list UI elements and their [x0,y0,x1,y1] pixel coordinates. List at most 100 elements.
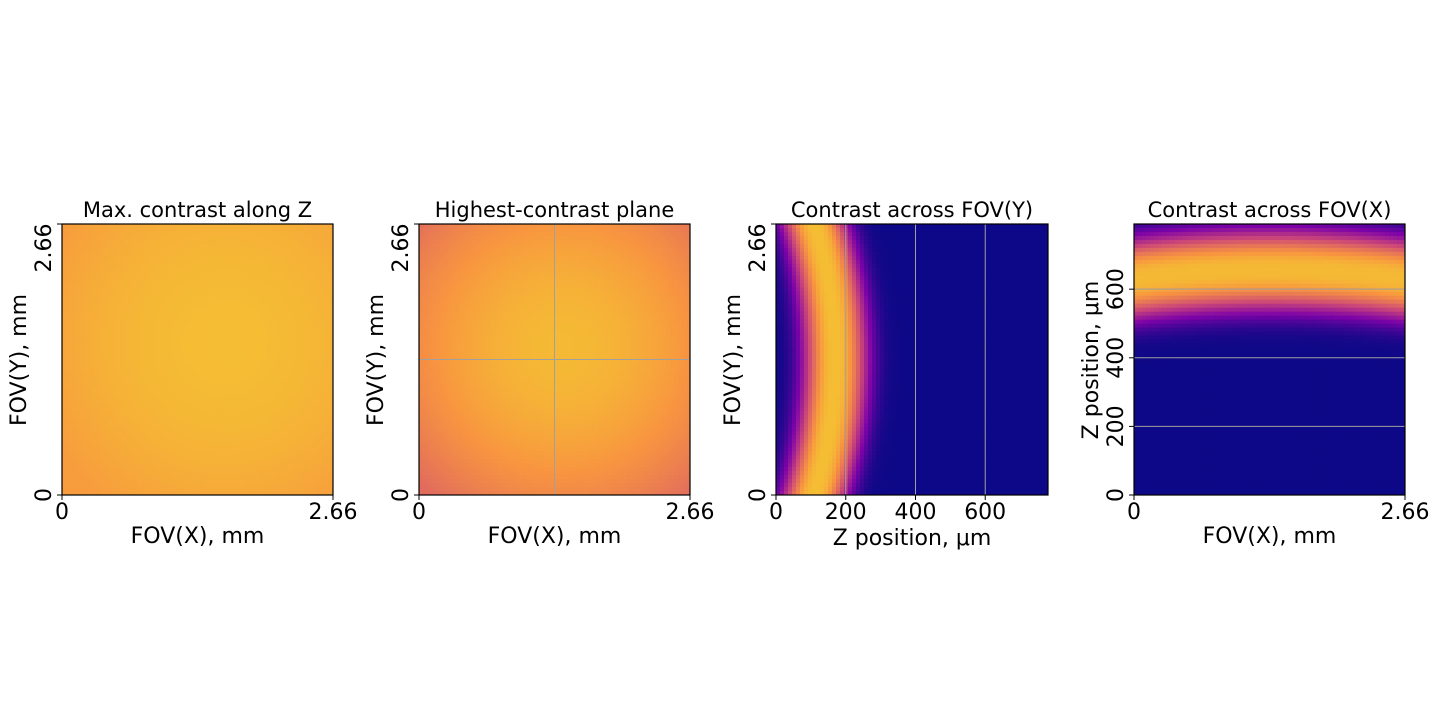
heatmap-cell [113,243,119,249]
heatmap-cell [285,335,290,341]
heatmap-cell [185,247,191,253]
heatmap-cell [486,239,492,245]
heatmap-cell [253,383,258,388]
heatmap-cell [65,403,71,408]
heatmap-cell [229,391,234,396]
heatmap-cell [281,427,286,432]
heatmap-cell [229,427,234,432]
heatmap-cell [329,251,333,257]
heatmap-cell [253,375,258,381]
heatmap-cell [245,351,250,357]
heatmap-cell [97,311,103,317]
heatmap-cell [213,315,219,321]
heatmap-cell [277,419,282,424]
heatmap-cell [62,383,67,388]
heatmap-cell [169,371,175,377]
heatmap-cell [261,447,266,452]
heatmap-cell [201,407,207,412]
heatmap-cell [133,267,139,273]
heatmap-cell [237,303,242,309]
heatmap-cell [225,339,230,345]
heatmap-cell [241,411,246,416]
heatmap-cell [245,263,250,269]
heatmap-cell [89,235,95,241]
heatmap-cell [205,399,211,404]
heatmap-cell [205,479,211,484]
heatmap-cell [181,427,187,432]
heatmap-cell [153,395,159,400]
heatmap-cell [113,471,119,476]
heatmap-cell [229,479,234,484]
heatmap-cell [217,303,223,309]
heatmap-cell [69,339,75,345]
heatmap-cell [478,243,484,249]
heatmap-cell [201,263,207,269]
heatmap-cell [654,224,659,229]
heatmap-cell [229,335,234,341]
heatmap-cell [245,387,250,392]
heatmap-cell [329,271,333,277]
heatmap-cell [277,243,282,249]
heatmap-cell [257,299,262,305]
heatmap-cell [137,247,143,253]
heatmap-cell [293,279,298,285]
heatmap-cell [105,487,111,492]
heatmap-cell [237,283,242,289]
heatmap-cell [133,271,139,277]
heatmap-cell [209,359,215,365]
heatmap-cell [257,355,262,361]
heatmap-cell [197,391,203,396]
heatmap-cell [498,231,504,237]
heatmap-cell [325,267,330,273]
heatmap-cell [229,447,234,452]
heatmap-cell [245,227,250,233]
heatmap-cell [65,299,71,305]
heatmap-cell [85,447,91,452]
heatmap-cell [313,351,318,357]
heatmap-cell [321,243,326,249]
heatmap-cell [253,315,258,321]
heatmap-cell [185,403,191,408]
heatmap-cell [193,335,199,341]
heatmap-cell [217,447,223,452]
heatmap-cell [169,291,175,297]
heatmap-cell [129,359,135,365]
heatmap-cell [618,231,623,237]
heatmap-cell [129,411,135,416]
heatmap-cell [129,355,135,361]
heatmap-cell [193,291,199,297]
heatmap-cell [181,339,187,345]
heatmap-cell [257,227,262,233]
heatmap-cell [277,391,282,396]
heatmap-cell [133,275,139,281]
heatmap-cell [97,479,103,484]
heatmap-cell [169,299,175,305]
heatmap-cell [241,351,246,357]
heatmap-cell [177,355,183,361]
heatmap-cell [293,431,298,436]
heatmap-cell [149,419,155,424]
heatmap-cell [77,319,83,325]
heatmap-cell [305,231,310,237]
heatmap-cell [466,239,472,245]
heatmap-cell [293,491,298,495]
heatmap-cell [77,479,83,484]
heatmap-cell [201,483,207,488]
heatmap-cell [201,363,207,369]
heatmap-cell [121,463,127,468]
heatmap-cell [221,287,226,293]
heatmap-cell [317,371,322,377]
heatmap-cell [141,327,147,333]
heatmap-cell [173,447,179,452]
heatmap-cell [169,279,175,285]
heatmap-cell [225,343,230,349]
heatmap-cell [125,291,131,297]
heatmap-cell [185,351,191,357]
heatmap-cell [62,439,67,444]
heatmap-cell [209,339,215,345]
heatmap-cell [113,459,119,464]
heatmap-cell [89,419,95,424]
heatmap-cell [293,231,298,237]
heatmap-cell [201,275,207,281]
heatmap-cell [309,447,314,452]
